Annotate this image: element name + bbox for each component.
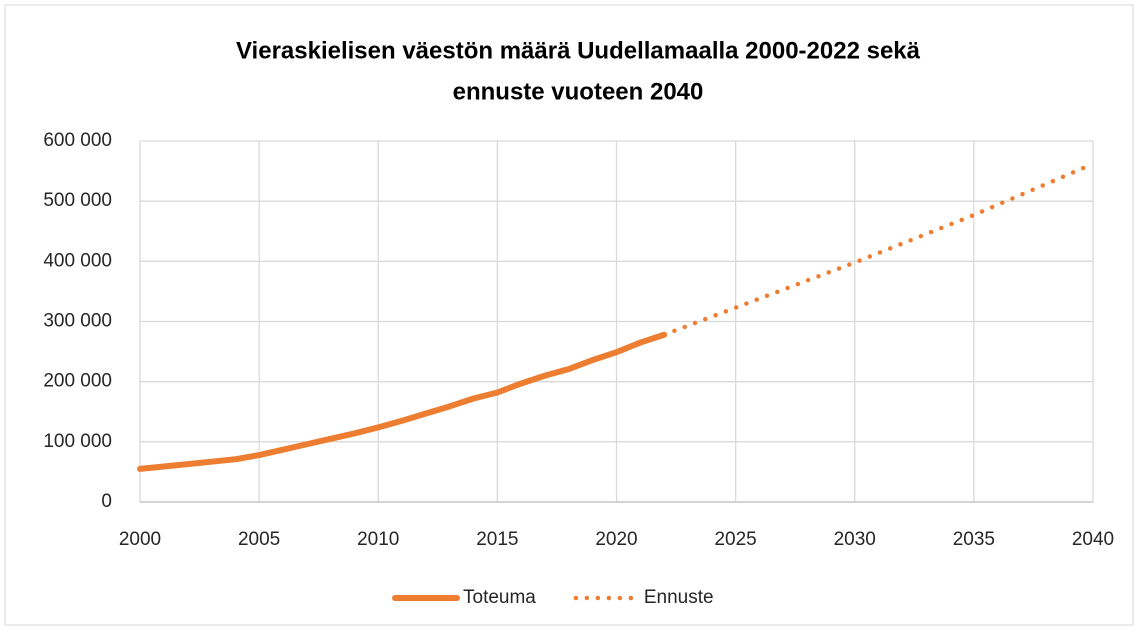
chart-title: ennuste vuoteen 2040 — [453, 78, 704, 105]
chart-title: Vieraskielisen väestön määrä Uudellamaal… — [236, 37, 921, 64]
x-tick-label: 2035 — [953, 529, 995, 550]
x-tick-label: 2010 — [357, 529, 399, 550]
data-line — [137, 331, 668, 472]
data-line — [661, 161, 1096, 337]
x-tick-label: 2015 — [476, 529, 518, 550]
y-tick-label: 100 000 — [43, 431, 112, 452]
legend-label: Toteuma — [463, 587, 536, 608]
x-tick-label: 2020 — [595, 529, 637, 550]
legend-label: Ennuste — [644, 587, 714, 608]
x-tick-label: 2000 — [119, 529, 161, 550]
x-tick-label: 2030 — [834, 529, 876, 550]
x-tick-label: 2005 — [238, 529, 280, 550]
y-tick-label: 300 000 — [43, 311, 112, 332]
chart-border — [4, 4, 1134, 626]
y-tick-label: 500 000 — [43, 190, 112, 211]
y-tick-label: 600 000 — [43, 130, 112, 151]
y-tick-label: 400 000 — [43, 250, 112, 271]
x-tick-label: 2040 — [1072, 529, 1114, 550]
y-tick-label: 200 000 — [43, 371, 112, 392]
x-tick-label: 2025 — [714, 529, 756, 550]
y-tick-label: 0 — [101, 491, 112, 512]
